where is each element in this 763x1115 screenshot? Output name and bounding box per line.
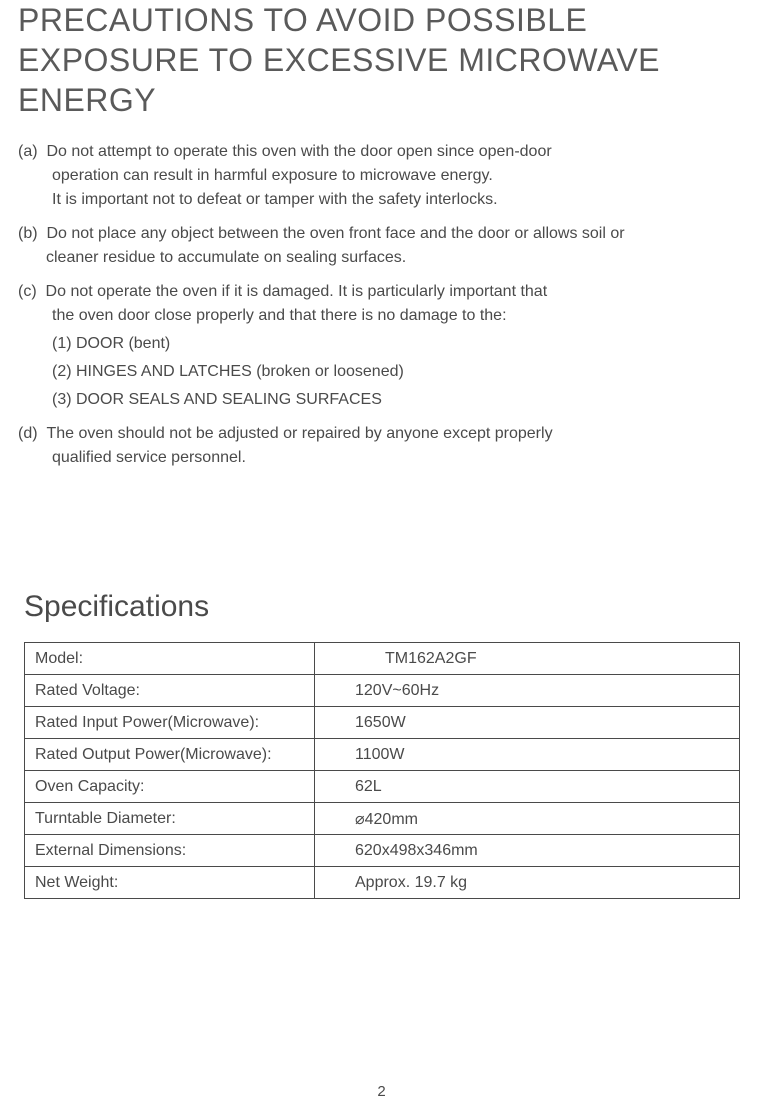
table-row: Rated Voltage: 120V~60Hz [25, 675, 740, 707]
spec-label-capacity: Oven Capacity: [25, 771, 315, 803]
precaution-a-line3: It is important not to defeat or tamper … [18, 188, 745, 212]
precaution-c: (c) Do not operate the oven if it is dam… [18, 280, 745, 412]
spec-value-output-power: 1100W [315, 739, 740, 771]
precaution-d-label: (d) [18, 425, 38, 442]
spec-value-dimensions: 620x498x346mm [315, 835, 740, 867]
table-row: Rated Output Power(Microwave): 1100W [25, 739, 740, 771]
spec-label-dimensions: External Dimensions: [25, 835, 315, 867]
specifications-table: Model: TM162A2GF Rated Voltage: 120V~60H… [24, 642, 740, 899]
table-row: Net Weight: Approx. 19.7 kg [25, 867, 740, 899]
precaution-a: (a) Do not attempt to operate this oven … [18, 140, 745, 212]
spec-value-weight: Approx. 19.7 kg [315, 867, 740, 899]
spec-label-weight: Net Weight: [25, 867, 315, 899]
precaution-a-line1: Do not attempt to operate this oven with… [46, 143, 551, 160]
page-number: 2 [0, 1083, 763, 1100]
precaution-b-label: (b) [18, 225, 38, 242]
precaution-a-line2: operation can result in harmful exposure… [18, 164, 745, 188]
table-row: Turntable Diameter: ⌀420mm [25, 803, 740, 835]
spec-label-voltage: Rated Voltage: [25, 675, 315, 707]
spec-value-model: TM162A2GF [315, 643, 740, 675]
spec-value-turntable: ⌀420mm [315, 803, 740, 835]
precaution-b-line1: Do not place any object between the oven… [46, 225, 624, 242]
spec-label-model: Model: [25, 643, 315, 675]
precaution-d: (d) The oven should not be adjusted or r… [18, 422, 745, 470]
precaution-c-label: (c) [18, 283, 37, 300]
precaution-c-sub3: (3) DOOR SEALS AND SEALING SURFACES [18, 388, 745, 412]
table-row: External Dimensions: 620x498x346mm [25, 835, 740, 867]
table-row: Oven Capacity: 62L [25, 771, 740, 803]
spec-value-voltage: 120V~60Hz [315, 675, 740, 707]
precaution-c-line1: Do not operate the oven if it is damaged… [46, 283, 548, 300]
precaution-d-line2: qualified service personnel. [18, 446, 745, 470]
precaution-c-sub1: (1) DOOR (bent) [18, 332, 745, 356]
spec-label-output-power: Rated Output Power(Microwave): [25, 739, 315, 771]
page-title: PRECAUTIONS TO AVOID POSSIBLE EXPOSURE T… [18, 0, 745, 120]
specifications-heading: Specifications [24, 590, 745, 624]
spec-value-capacity: 62L [315, 771, 740, 803]
table-row: Model: TM162A2GF [25, 643, 740, 675]
precaution-d-line1: The oven should not be adjusted or repai… [46, 425, 552, 442]
precaution-a-label: (a) [18, 143, 38, 160]
spec-label-input-power: Rated Input Power(Microwave): [25, 707, 315, 739]
table-row: Rated Input Power(Microwave): 1650W [25, 707, 740, 739]
spec-value-input-power: 1650W [315, 707, 740, 739]
precaution-c-line2: the oven door close properly and that th… [18, 304, 745, 328]
precaution-b-line2: cleaner residue to accumulate on sealing… [18, 246, 745, 270]
precaution-c-sub2: (2) HINGES AND LATCHES (broken or loosen… [18, 360, 745, 384]
precaution-b: (b) Do not place any object between the … [18, 222, 745, 270]
spec-label-turntable: Turntable Diameter: [25, 803, 315, 835]
